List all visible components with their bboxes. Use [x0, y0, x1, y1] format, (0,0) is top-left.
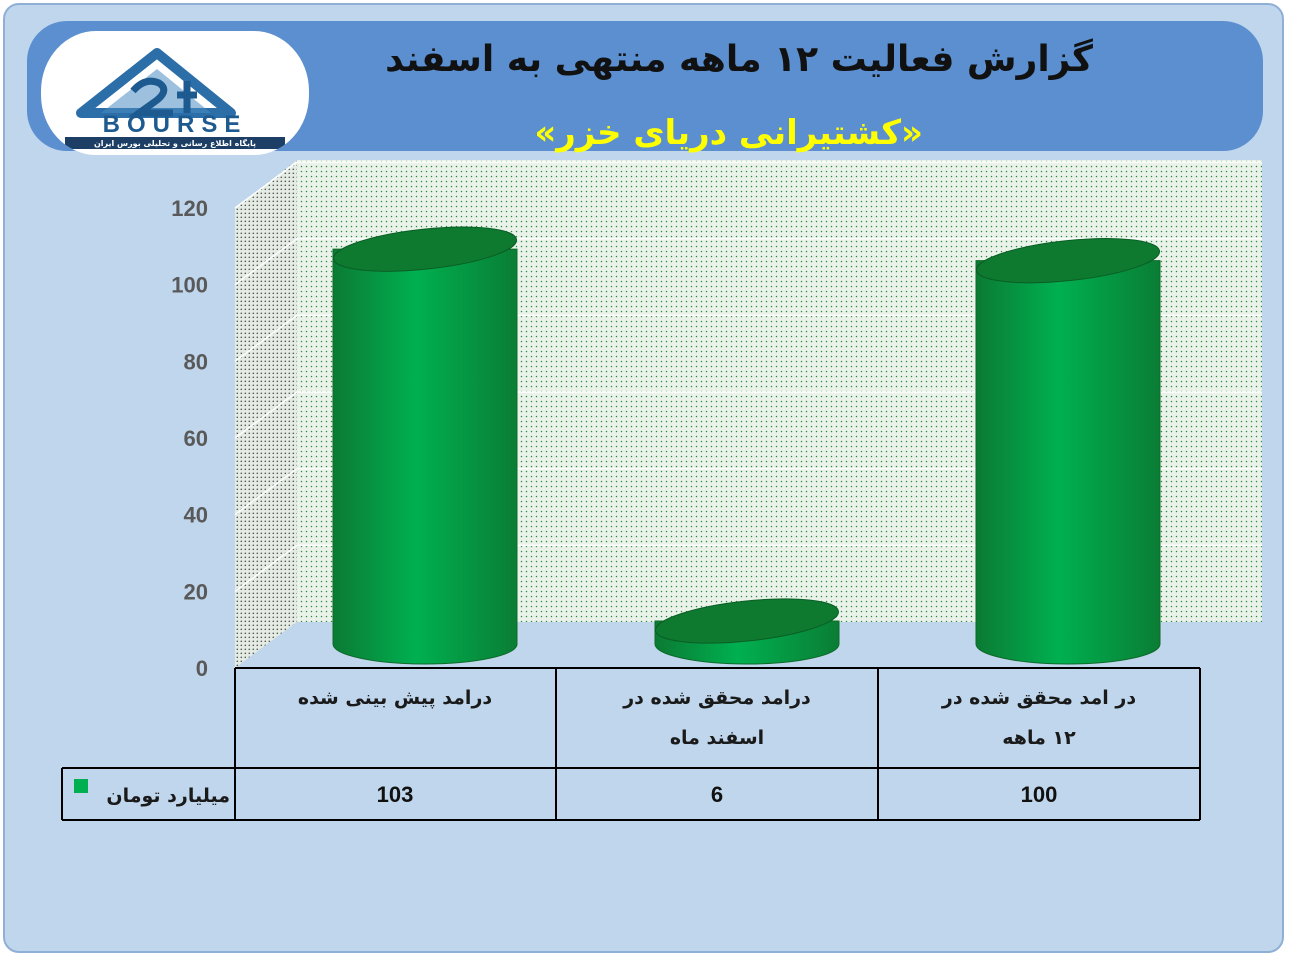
- bar: [654, 598, 840, 665]
- y-tick-label: 0: [196, 656, 208, 681]
- y-tick-label: 20: [184, 579, 208, 604]
- bar-top: [332, 226, 518, 272]
- bourse-logo-icon: BOURSE پایگاه اطلاع رسانی و تحلیلی بورس …: [65, 48, 285, 149]
- bourse-logo: BOURSE پایگاه اطلاع رسانی و تحلیلی بورس …: [41, 31, 309, 155]
- bar-body: [332, 248, 518, 665]
- svg-text:BOURSE: BOURSE: [103, 111, 248, 138]
- legend-label: میلیارد تومان: [106, 785, 230, 807]
- bar-body: [975, 260, 1161, 665]
- gridline: [234, 544, 298, 592]
- y-tick-label: 80: [184, 349, 208, 374]
- bar-top: [654, 598, 840, 644]
- bar: [332, 226, 518, 665]
- gridline: [234, 238, 298, 286]
- category-label: ۱۲ ماهه: [1002, 727, 1076, 749]
- page-title: گزارش فعالیت ۱۲ ماهه منتهی به اسفند: [385, 39, 1093, 80]
- bars: [332, 226, 1161, 665]
- value-label: 100: [1021, 782, 1058, 807]
- category-label: درامد محقق شده در: [622, 687, 811, 709]
- plot-side-wall: [235, 160, 297, 668]
- y-tick-label: 60: [184, 426, 208, 451]
- category-label: در امد محقق شده در: [941, 687, 1136, 709]
- y-tick-label: 40: [184, 503, 208, 528]
- legend: میلیارد تومان: [74, 779, 230, 807]
- gridline: [234, 161, 298, 209]
- title-banner: BOURSE پایگاه اطلاع رسانی و تحلیلی بورس …: [27, 21, 1263, 155]
- value-label: 6: [711, 782, 723, 807]
- page-subtitle: «کشتیرانی دریای خزر»: [534, 113, 923, 153]
- y-tick-label: 120: [171, 196, 208, 221]
- gridline: [234, 314, 298, 362]
- bar-top: [975, 238, 1161, 284]
- data-table: [61, 667, 1201, 821]
- y-tick-label: 100: [171, 273, 208, 298]
- category-labels: درامد پیش بینی شده درامد محقق شده در اسفند…: [298, 687, 1136, 749]
- svg-text:پایگاه اطلاع رسانی و تحلیلی بو: پایگاه اطلاع رسانی و تحلیلی بورس ایران: [94, 138, 256, 149]
- value-labels: 103 6 100: [377, 782, 1058, 807]
- value-label: 103: [377, 782, 414, 807]
- legend-swatch: [74, 779, 88, 793]
- category-label: درامد پیش بینی شده: [298, 687, 493, 709]
- category-label: اسفند ماه: [670, 727, 764, 749]
- y-axis-ticks: 0 20 40 60 80 100 120: [171, 196, 208, 681]
- gridline: [234, 468, 298, 516]
- bar: [975, 238, 1161, 665]
- gridline: [234, 391, 298, 439]
